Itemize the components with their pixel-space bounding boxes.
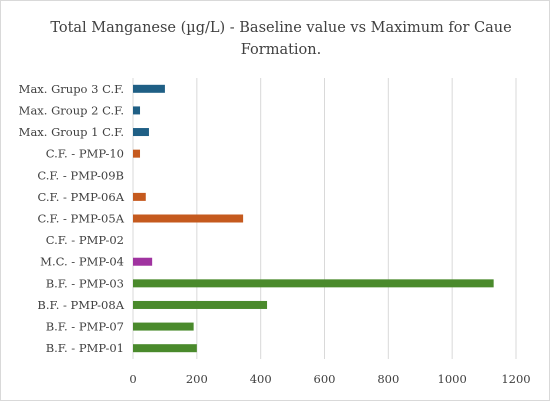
x-tick-label: 400 — [250, 372, 272, 386]
category-label: B.F. - PMP-01 — [46, 341, 124, 355]
gridlines — [132, 78, 517, 359]
x-tick-label: 0 — [129, 372, 136, 386]
bar — [133, 192, 146, 201]
category-label: Max. Grupo 3 C.F. — [19, 82, 124, 96]
bar — [133, 214, 244, 223]
x-tick-label: 600 — [314, 372, 336, 386]
x-tick-label: 800 — [377, 372, 399, 386]
x-tick-labels: 0 200 400 600 800 1000 1200 — [129, 372, 530, 386]
category-label: Max. Group 2 C.F. — [19, 103, 124, 117]
bar — [133, 344, 197, 353]
category-label: B.F. - PMP-08A — [37, 298, 124, 312]
x-tick-label: 1000 — [438, 372, 467, 386]
category-label: B.F. - PMP-07 — [46, 320, 124, 334]
bar — [133, 149, 141, 158]
x-tick-label: 1200 — [501, 372, 530, 386]
category-label: Max. Group 1 C.F. — [19, 125, 124, 139]
category-label: B.F. - PMP-03 — [46, 276, 124, 290]
bar — [133, 279, 494, 288]
chart-title-line-1: Total Manganese (µg/L) - Baseline value … — [50, 20, 512, 36]
chart-title-line-2: Formation. — [240, 42, 322, 58]
category-labels: B.F. - PMP-01 B.F. - PMP-07 B.F. - PMP-08A… — [19, 82, 125, 355]
bars — [133, 84, 494, 353]
bar — [133, 128, 149, 137]
category-label: C.F. - PMP-09B — [37, 168, 124, 182]
bar — [133, 300, 268, 309]
bar — [133, 84, 165, 93]
category-label: C.F. - PMP-05A — [37, 212, 124, 226]
category-label: C.F. - PMP-02 — [46, 233, 124, 247]
bar — [133, 257, 153, 266]
bar — [133, 106, 141, 115]
category-label: C.F. - PMP-06A — [37, 190, 124, 204]
category-label: M.C. - PMP-04 — [40, 255, 124, 269]
bar — [133, 322, 194, 331]
category-label: C.F. - PMP-10 — [46, 147, 124, 161]
chart-title: Total Manganese (µg/L) - Baseline value … — [41, 17, 521, 61]
x-tick-label: 200 — [186, 372, 208, 386]
